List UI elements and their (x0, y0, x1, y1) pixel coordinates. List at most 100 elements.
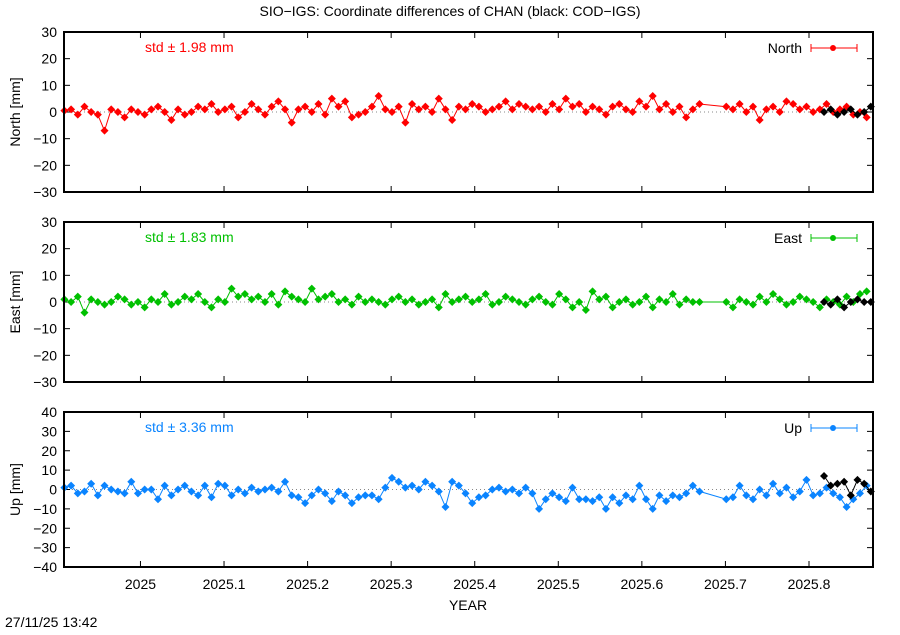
legend-marker (830, 235, 836, 241)
data-point (127, 105, 136, 114)
data-point (140, 485, 149, 494)
data-point (588, 497, 597, 506)
data-point (147, 295, 156, 304)
data-point (588, 102, 597, 111)
data-point (802, 475, 811, 484)
data-point (682, 113, 691, 122)
data-point (113, 292, 122, 301)
data-point (401, 298, 410, 306)
data-point (648, 303, 657, 312)
data-point (461, 489, 470, 498)
data-point (73, 489, 82, 498)
panel-north: 30 20 10 0 −10 −20 −30 North [mm] std ± 1.98 mm N… (7, 24, 875, 200)
data-point (434, 94, 443, 103)
data-point (826, 300, 835, 309)
data-point (695, 487, 704, 496)
series-line (64, 287, 867, 314)
data-point (421, 298, 430, 306)
data-point (628, 495, 637, 504)
data-point (548, 100, 557, 108)
data-point (207, 100, 216, 108)
data-point (488, 485, 497, 494)
data-point (521, 300, 530, 309)
data-point (187, 487, 196, 496)
data-point (860, 298, 869, 306)
data-point (853, 295, 862, 304)
data-point (561, 295, 570, 304)
data-point (394, 102, 403, 111)
data-point (635, 298, 644, 306)
data-point (334, 298, 343, 306)
data-point (147, 105, 156, 114)
data-point (840, 108, 849, 116)
data-point (267, 483, 276, 492)
data-point (508, 295, 517, 304)
data-point (826, 105, 835, 114)
data-point (287, 292, 296, 301)
data-point (160, 108, 169, 116)
data-point (107, 298, 116, 306)
data-point (815, 489, 824, 498)
data-point (833, 479, 842, 488)
y-tick-label: 20 (41, 443, 57, 459)
data-point (815, 303, 824, 312)
y-tick-label: −10 (33, 321, 57, 337)
data-point (515, 298, 524, 306)
data-point (113, 108, 122, 116)
data-point (688, 481, 697, 490)
data-point (862, 287, 871, 296)
data-point (120, 489, 129, 498)
data-point (254, 487, 263, 496)
data-point (133, 108, 142, 116)
data-point (648, 92, 657, 100)
data-point (321, 489, 330, 498)
data-point (274, 300, 283, 309)
data-point (347, 113, 356, 122)
data-point (668, 108, 677, 116)
data-point (154, 298, 163, 306)
data-point (67, 105, 76, 114)
data-point (762, 298, 771, 306)
y-tick-label: −30 (33, 184, 57, 200)
legend: North (768, 40, 858, 56)
data-point (488, 300, 497, 309)
data-point (555, 290, 564, 298)
data-point (782, 483, 791, 492)
x-tick-label: 2025.5 (537, 576, 580, 592)
data-point (240, 290, 249, 298)
y-tick-label: 10 (41, 462, 57, 478)
data-point (662, 298, 671, 306)
data-point (73, 292, 82, 301)
data-point (267, 102, 276, 111)
data-point (595, 493, 604, 502)
data-point (214, 479, 223, 488)
y-tick-label: 40 (41, 404, 57, 420)
data-point (354, 110, 363, 119)
data-point (481, 290, 490, 298)
data-point (387, 473, 396, 482)
data-point (67, 298, 76, 306)
data-point (846, 105, 855, 114)
legend: East (774, 230, 858, 246)
data-point (361, 108, 370, 116)
data-point (820, 108, 829, 116)
data-point (528, 295, 537, 304)
y-axis-label: East [mm] (7, 270, 23, 333)
legend-marker (830, 45, 836, 51)
data-point (481, 491, 490, 500)
data-point (829, 489, 838, 498)
data-point (555, 493, 564, 502)
data-point (809, 491, 818, 500)
data-point (682, 295, 691, 304)
panel-up: 40 30 20 10 0 −10 −20 −30 −40 2025 2025.1 2025.2 202… (7, 404, 875, 592)
data-point (655, 105, 664, 114)
data-point (668, 290, 677, 298)
data-point (501, 487, 510, 496)
data-point (408, 100, 417, 108)
data-point (769, 290, 778, 298)
data-point (200, 298, 209, 306)
data-point (167, 491, 176, 500)
data-point (588, 287, 597, 296)
data-point (820, 471, 829, 480)
x-tick-label: 2025.4 (453, 576, 496, 592)
